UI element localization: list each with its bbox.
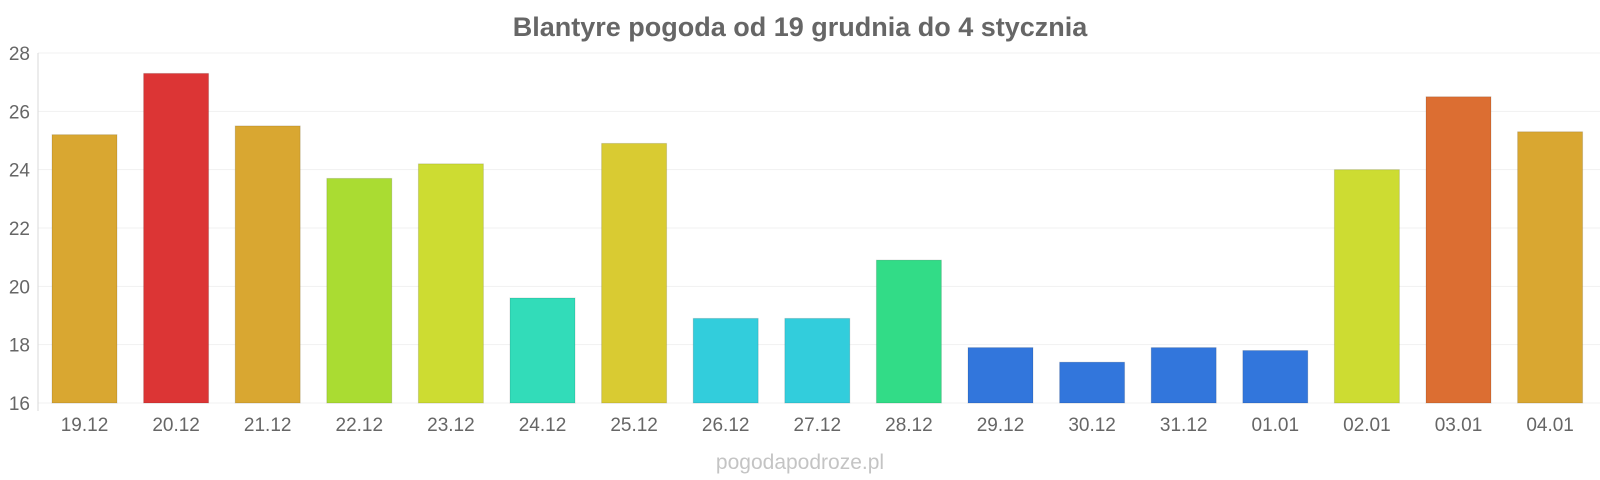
bars (51, 72, 1584, 404)
chart-title: Blantyre pogoda od 19 grudnia do 4 stycz… (513, 12, 1089, 42)
bar (784, 317, 851, 404)
bar (326, 177, 393, 404)
x-tick-label: 02.01 (1343, 415, 1391, 436)
bar (967, 347, 1034, 404)
x-tick-label: 21.12 (244, 415, 292, 436)
x-tick-label: 04.01 (1526, 415, 1574, 436)
y-tick-label: 28 (9, 44, 30, 65)
bar (875, 259, 942, 404)
y-tick-label: 22 (9, 219, 30, 240)
bar (1425, 96, 1492, 404)
bar (51, 134, 118, 404)
bar (1150, 347, 1217, 404)
x-axis-ticks: 19.12 20.12 21.12 22.12 23.12 24.12 25.12 26.12… (61, 415, 1574, 436)
y-tick-label: 26 (9, 102, 30, 123)
x-tick-label: 23.12 (427, 415, 475, 436)
bar (1242, 350, 1309, 404)
y-axis-ticks: 16 18 20 22 24 26 28 (9, 44, 31, 415)
bar (417, 163, 484, 404)
bar (1517, 131, 1584, 404)
bar (692, 317, 759, 404)
x-tick-label: 03.01 (1435, 415, 1483, 436)
x-tick-label: 24.12 (519, 415, 567, 436)
x-tick-label: 26.12 (702, 415, 750, 436)
bar (509, 297, 576, 404)
bar (1333, 169, 1400, 404)
x-tick-label: 20.12 (152, 415, 200, 436)
x-tick-label: 27.12 (794, 415, 842, 436)
x-tick-label: 25.12 (610, 415, 658, 436)
x-tick-label: 31.12 (1160, 415, 1208, 436)
x-tick-label: 30.12 (1068, 415, 1116, 436)
bar (1059, 361, 1126, 404)
x-tick-label: 19.12 (61, 415, 109, 436)
y-tick-label: 18 (9, 336, 30, 357)
watermark: pogodapodroze.pl (716, 451, 884, 474)
y-tick-label: 20 (9, 277, 30, 298)
x-tick-label: 28.12 (885, 415, 933, 436)
y-tick-label: 24 (9, 161, 31, 182)
x-tick-label: 29.12 (977, 415, 1025, 436)
bar (601, 142, 668, 404)
x-tick-label: 22.12 (336, 415, 384, 436)
y-tick-label: 16 (9, 394, 30, 415)
bar (143, 72, 210, 404)
bar (234, 125, 301, 404)
x-tick-label: 01.01 (1252, 415, 1300, 436)
